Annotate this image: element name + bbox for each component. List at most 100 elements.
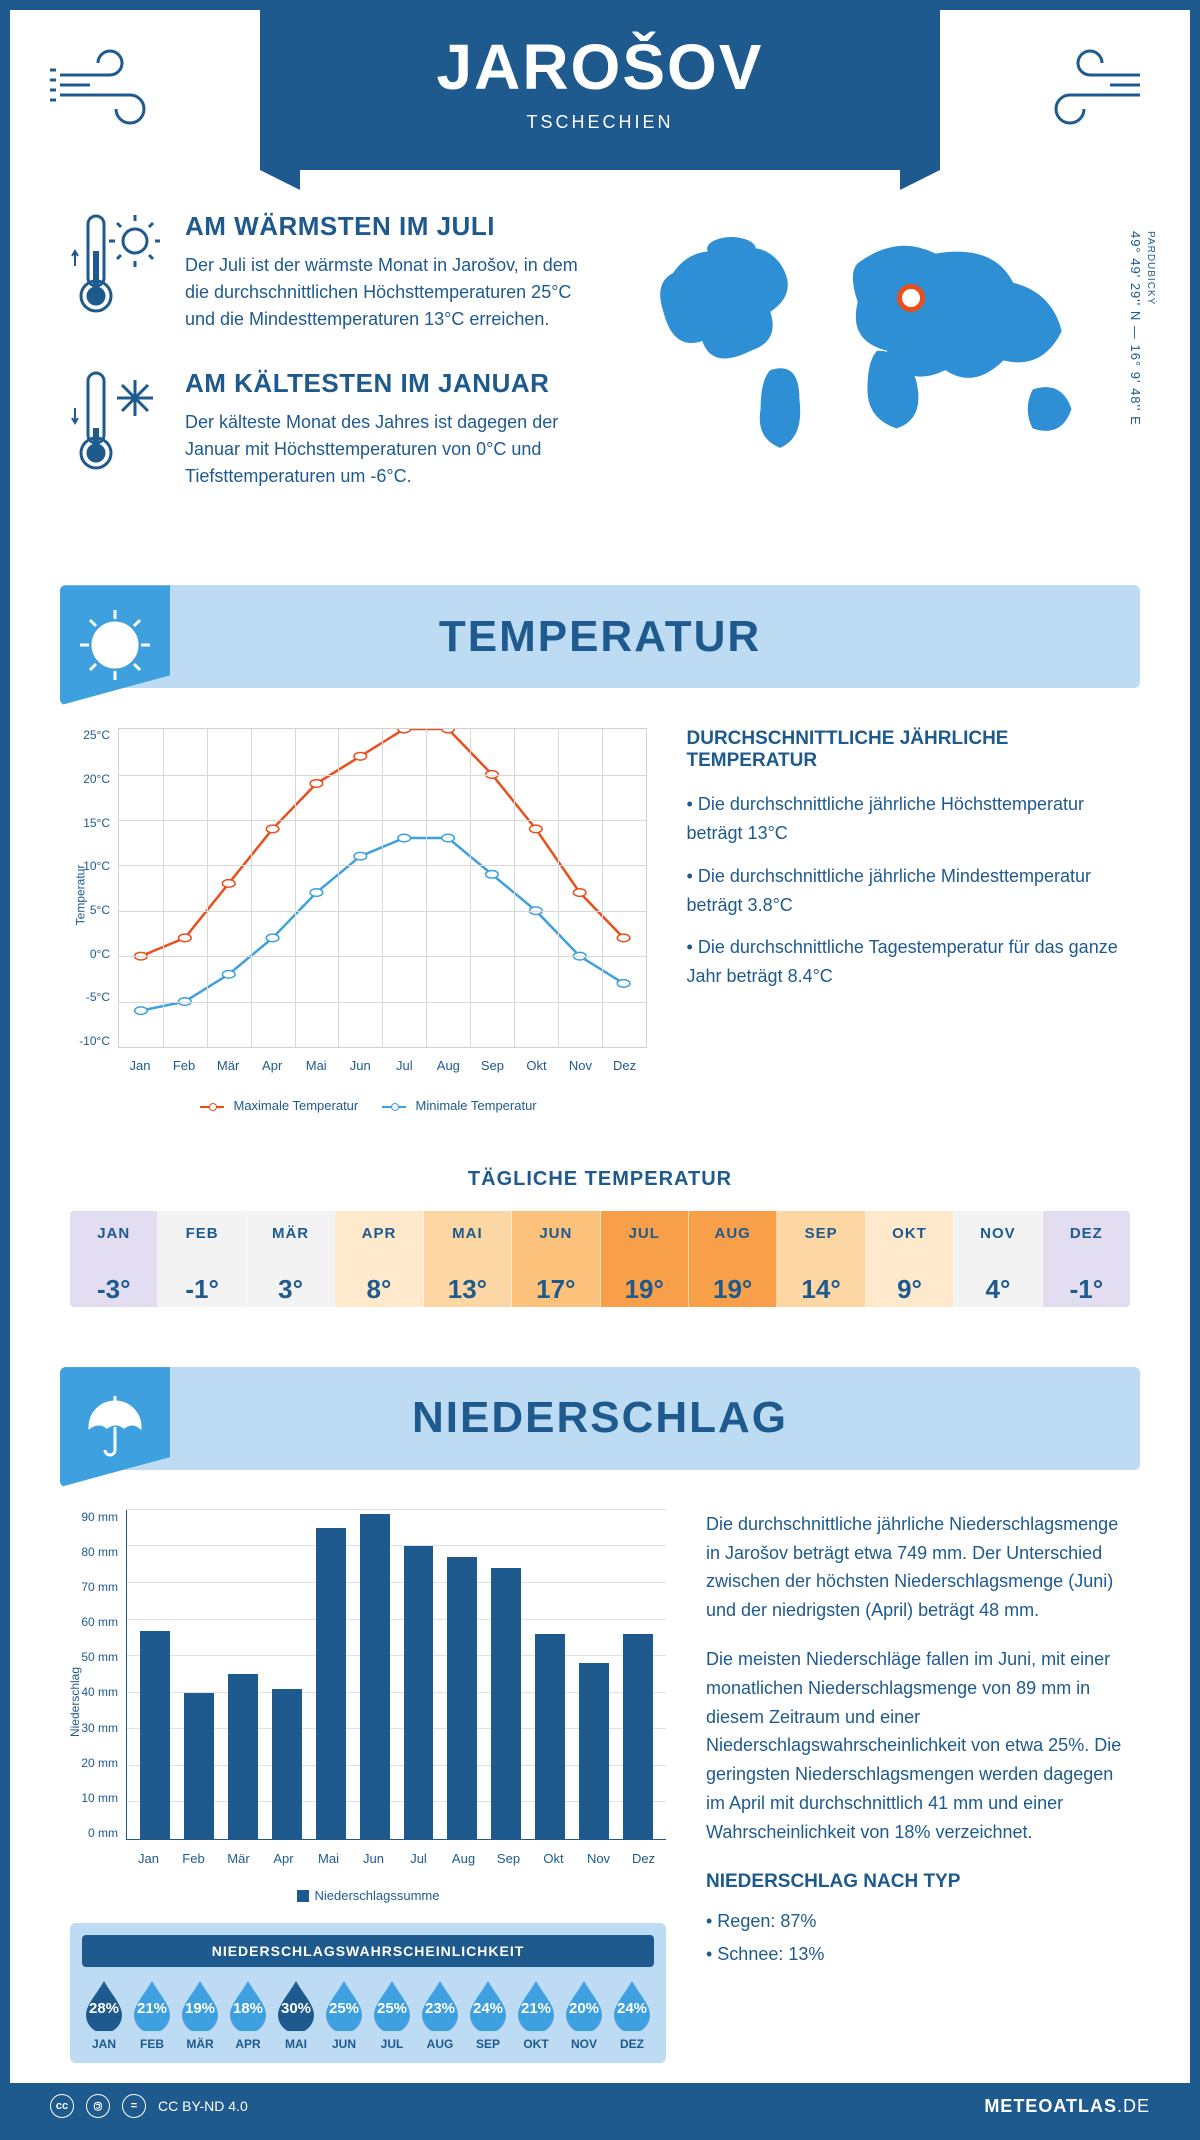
footer: cc 🄯 = CC BY-ND 4.0 METEOATLAS.DE bbox=[10, 2083, 1190, 2130]
temp-legend: Maximale Temperatur Minimale Temperatur bbox=[70, 1098, 647, 1113]
precip-bar bbox=[491, 1568, 521, 1839]
temp-desc-1: • Die durchschnittliche jährliche Höchst… bbox=[687, 790, 1130, 848]
infographic-page: JAROŠOV TSCHECHIEN bbox=[0, 0, 1200, 2140]
title-ribbon: JAROŠOV TSCHECHIEN bbox=[260, 10, 940, 170]
raindrop-icon: 20% bbox=[562, 1979, 606, 2031]
map-column: PARDUBICKÝ 49° 49' 29'' N — 16° 9' 48'' … bbox=[644, 211, 1130, 525]
raindrop-icon: 25% bbox=[370, 1979, 414, 2031]
precip-type-2: • Schnee: 13% bbox=[706, 1940, 1130, 1969]
wind-icon-right bbox=[1010, 40, 1150, 145]
temperature-body: Temperatur 25°C20°C15°C10°C5°C0°C-5°C-10… bbox=[10, 718, 1190, 1143]
raindrop-icon: 23% bbox=[418, 1979, 462, 2031]
legend-max: Maximale Temperatur bbox=[233, 1098, 358, 1113]
prob-cell: 20% NOV bbox=[562, 1979, 606, 2051]
daily-temp-table: JAN-3°FEB-1°MÄR3°APR8°MAI13°JUN17°JUL19°… bbox=[70, 1211, 1130, 1307]
facts-column: AM WÄRMSTEN IM JULI Der Juli ist der wär… bbox=[70, 211, 604, 525]
precip-bar bbox=[272, 1689, 302, 1839]
raindrop-icon: 30% bbox=[274, 1979, 318, 2031]
legend-min: Minimale Temperatur bbox=[416, 1098, 537, 1113]
brand: METEOATLAS.DE bbox=[984, 2096, 1150, 2117]
thermometer-snow-icon bbox=[70, 368, 160, 490]
raindrop-icon: 24% bbox=[610, 1979, 654, 2031]
coordinates: PARDUBICKÝ 49° 49' 29'' N — 16° 9' 48'' … bbox=[1128, 231, 1158, 426]
nd-icon: = bbox=[122, 2094, 146, 2118]
precip-bar bbox=[360, 1514, 390, 1839]
prob-cell: 21% FEB bbox=[130, 1979, 174, 2051]
temp-cell: MAI13° bbox=[424, 1211, 512, 1307]
precip-bar bbox=[140, 1631, 170, 1839]
temp-cell: AUG19° bbox=[689, 1211, 777, 1307]
intro-section: AM WÄRMSTEN IM JULI Der Juli ist der wär… bbox=[10, 181, 1190, 565]
temp-xaxis: JanFebMärAprMaiJunJulAugSepOktNovDez bbox=[118, 1058, 647, 1073]
raindrop-icon: 21% bbox=[130, 1979, 174, 2031]
precip-bar bbox=[184, 1693, 214, 1839]
thermometer-sun-icon bbox=[70, 211, 160, 333]
precipitation-chart: Niederschlag 0 mm10 mm20 mm30 mm40 mm50 … bbox=[70, 1510, 666, 1880]
precip-bar bbox=[228, 1674, 258, 1839]
temperature-header: TEMPERATUR bbox=[60, 585, 1140, 688]
precip-legend-label: Niederschlagssumme bbox=[315, 1888, 440, 1903]
sun-icon bbox=[60, 585, 170, 705]
temp-cell: FEB-1° bbox=[158, 1211, 246, 1307]
precip-legend: Niederschlagssumme bbox=[70, 1888, 666, 1903]
raindrop-icon: 18% bbox=[226, 1979, 270, 2031]
prob-cell: 23% AUG bbox=[418, 1979, 462, 2051]
cc-icon: cc bbox=[50, 2094, 74, 2118]
prob-cell: 25% JUL bbox=[370, 1979, 414, 2051]
coords-label: 49° 49' 29'' N — 16° 9' 48'' E bbox=[1128, 231, 1143, 426]
precipitation-left: Niederschlag 0 mm10 mm20 mm30 mm40 mm50 … bbox=[70, 1510, 666, 2063]
probability-row: 28% JAN 21% FEB 19% MÄR 18% bbox=[82, 1979, 654, 2051]
by-icon: 🄯 bbox=[86, 2094, 110, 2118]
temp-desc-title: DURCHSCHNITTLICHE JÄHRLICHE TEMPERATUR bbox=[687, 728, 1130, 772]
probability-box: NIEDERSCHLAGSWAHRSCHEINLICHKEIT 28% JAN … bbox=[70, 1923, 666, 2063]
precipitation-title: NIEDERSCHLAG bbox=[412, 1393, 788, 1443]
temp-cell: MÄR3° bbox=[247, 1211, 335, 1307]
precip-bar bbox=[579, 1663, 609, 1838]
temp-cell: JUL19° bbox=[601, 1211, 689, 1307]
prob-cell: 24% SEP bbox=[466, 1979, 510, 2051]
precipitation-header: NIEDERSCHLAG bbox=[60, 1367, 1140, 1470]
precip-bar bbox=[316, 1528, 346, 1839]
precip-bar bbox=[447, 1557, 477, 1838]
precip-type-1: • Regen: 87% bbox=[706, 1907, 1130, 1936]
precip-bar bbox=[404, 1546, 434, 1838]
header: JAROŠOV TSCHECHIEN bbox=[10, 10, 1190, 181]
precipitation-description: Die durchschnittliche jährliche Niedersc… bbox=[706, 1510, 1130, 2063]
precipitation-body: Niederschlag 0 mm10 mm20 mm30 mm40 mm50 … bbox=[10, 1500, 1190, 2083]
temp-grid bbox=[118, 728, 647, 1048]
world-map bbox=[644, 211, 1130, 471]
temp-cell: OKT9° bbox=[866, 1211, 954, 1307]
temp-cell: JAN-3° bbox=[70, 1211, 158, 1307]
precip-desc-2: Die meisten Niederschläge fallen im Juni… bbox=[706, 1645, 1130, 1847]
raindrop-icon: 21% bbox=[514, 1979, 558, 2031]
temperature-chart: Temperatur 25°C20°C15°C10°C5°C0°C-5°C-10… bbox=[70, 728, 647, 1113]
coldest-title: AM KÄLTESTEN IM JANUAR bbox=[185, 368, 604, 399]
precip-yaxis: 0 mm10 mm20 mm30 mm40 mm50 mm60 mm70 mm8… bbox=[70, 1510, 118, 1840]
country-subtitle: TSCHECHIEN bbox=[260, 112, 940, 133]
warmest-text: Der Juli ist der wärmste Monat in Jarošo… bbox=[185, 252, 604, 333]
temperature-description: DURCHSCHNITTLICHE JÄHRLICHE TEMPERATUR •… bbox=[687, 728, 1130, 1113]
prob-cell: 21% OKT bbox=[514, 1979, 558, 2051]
precip-desc-1: Die durchschnittliche jährliche Niedersc… bbox=[706, 1510, 1130, 1625]
precip-bar bbox=[623, 1634, 653, 1839]
brand-light: .DE bbox=[1117, 2096, 1150, 2116]
prob-cell: 19% MÄR bbox=[178, 1979, 222, 2051]
temp-desc-2: • Die durchschnittliche jährliche Mindes… bbox=[687, 862, 1130, 920]
probability-title: NIEDERSCHLAGSWAHRSCHEINLICHKEIT bbox=[82, 1935, 654, 1967]
raindrop-icon: 25% bbox=[322, 1979, 366, 2031]
warmest-fact: AM WÄRMSTEN IM JULI Der Juli ist der wär… bbox=[70, 211, 604, 333]
prob-cell: 18% APR bbox=[226, 1979, 270, 2051]
region-label: PARDUBICKÝ bbox=[1145, 231, 1156, 305]
precip-xaxis: JanFebMärAprMaiJunJulAugSepOktNovDez bbox=[126, 1851, 666, 1866]
prob-cell: 25% JUN bbox=[322, 1979, 366, 2051]
raindrop-icon: 24% bbox=[466, 1979, 510, 2031]
umbrella-icon bbox=[60, 1367, 170, 1487]
temperature-title: TEMPERATUR bbox=[439, 612, 761, 662]
license-text: CC BY-ND 4.0 bbox=[158, 2098, 248, 2114]
coldest-text: Der kälteste Monat des Jahres ist dagege… bbox=[185, 409, 604, 490]
raindrop-icon: 19% bbox=[178, 1979, 222, 2031]
temp-cell: SEP14° bbox=[777, 1211, 865, 1307]
coldest-fact: AM KÄLTESTEN IM JANUAR Der kälteste Mona… bbox=[70, 368, 604, 490]
daily-temp-title: TÄGLICHE TEMPERATUR bbox=[10, 1168, 1190, 1191]
wind-icon-left bbox=[50, 40, 190, 145]
